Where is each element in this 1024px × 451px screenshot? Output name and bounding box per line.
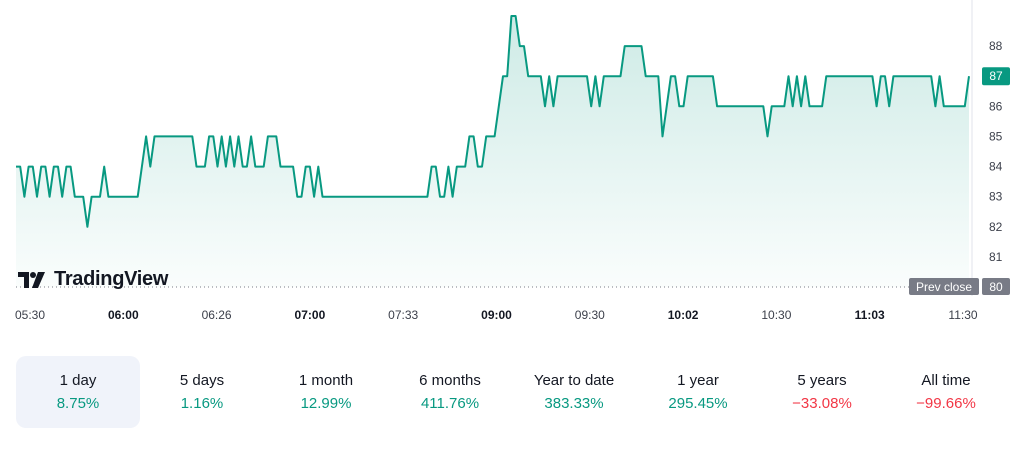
prev-close-label: Prev close	[916, 280, 972, 294]
period-tab-year-to-date[interactable]: Year to date 383.33%	[512, 356, 636, 428]
period-tab-change: 12.99%	[300, 395, 352, 412]
price-area-fill	[16, 16, 969, 287]
period-tab-label: 1 month	[298, 372, 354, 389]
period-tab-change: 383.33%	[544, 395, 604, 412]
tradingview-logo-icon	[18, 271, 45, 288]
x-tick-label: 07:00	[295, 308, 326, 322]
period-tab-label: 1 day	[59, 372, 97, 389]
x-tick-label: 10:02	[668, 308, 699, 322]
x-tick-label: 11:03	[855, 308, 885, 322]
x-tick-label: 07:33	[388, 308, 418, 322]
y-tick-label: 82	[989, 220, 1003, 234]
period-tab-1-month[interactable]: 1 month 12.99%	[264, 356, 388, 428]
period-tab-change: −33.08%	[792, 395, 852, 412]
period-tab-label: All time	[921, 372, 971, 389]
period-tab-all-time[interactable]: All time −99.66%	[884, 356, 1008, 428]
prev-close-value: 80	[989, 280, 1003, 294]
period-tab-1-day[interactable]: 1 day 8.75%	[16, 356, 140, 428]
period-tab-change: 411.76%	[420, 395, 480, 412]
period-tab-label: 5 days	[179, 372, 225, 389]
x-tick-label: 05:30	[15, 308, 45, 322]
tradingview-wordmark: TradingView	[54, 268, 169, 290]
x-axis: 05:30 06:00 06:26 07:00 07:33 09:00 09:30 10:02…	[15, 308, 978, 322]
y-tick-label: 81	[989, 250, 1003, 264]
y-tick-label: 85	[989, 129, 1003, 143]
x-tick-label: 10:30	[761, 308, 791, 322]
period-tab-1-year[interactable]: 1 year 295.45%	[636, 356, 760, 428]
period-tab-label: 5 years	[797, 372, 847, 389]
price-series-line	[16, 15, 970, 228]
x-tick-label: 06:00	[108, 308, 139, 322]
prev-close-badge: Prev close 80	[909, 278, 1010, 295]
y-tick-label: 88	[989, 39, 1003, 53]
period-tab-change: 1.16%	[180, 395, 224, 412]
y-tick-label: 83	[989, 190, 1003, 204]
last-price-value: 87	[989, 69, 1003, 83]
period-tab-6-months[interactable]: 6 months 411.76%	[388, 356, 512, 428]
prev-close-value-bg	[982, 278, 1010, 295]
period-tab-5-days[interactable]: 5 days 1.16%	[140, 356, 264, 428]
y-tick-label: 84	[989, 160, 1003, 174]
tradingview-logo[interactable]: TradingView	[18, 268, 168, 291]
period-tab-change: 295.45%	[668, 395, 728, 412]
period-tab-change: −99.66%	[916, 395, 976, 412]
x-tick-label: 09:30	[575, 308, 605, 322]
last-price-badge-bg	[982, 67, 1010, 86]
x-tick-label: 11:30	[948, 308, 977, 322]
period-tab-label: Year to date	[533, 372, 615, 389]
x-tick-label: 06:26	[202, 308, 232, 322]
period-tab-label: 6 months	[419, 372, 481, 389]
prev-close-label-bg	[909, 278, 979, 295]
x-tick-label: 09:00	[481, 308, 512, 322]
last-price-badge: 87	[982, 67, 1010, 86]
period-performance-tabs: 1 day 8.75% 5 days 1.16% 1 month 12.99% 6 mont…	[16, 356, 1008, 428]
period-tab-5-years[interactable]: 5 years −33.08%	[760, 356, 884, 428]
period-tab-change: 8.75%	[56, 395, 100, 412]
period-tab-label: 1 year	[677, 372, 719, 389]
y-tick-label: 86	[989, 99, 1003, 113]
price-chart[interactable]: 81 82 83 84 85 86 87 88 05:30 06:00 06:26 07:00 07:…	[0, 0, 1024, 340]
